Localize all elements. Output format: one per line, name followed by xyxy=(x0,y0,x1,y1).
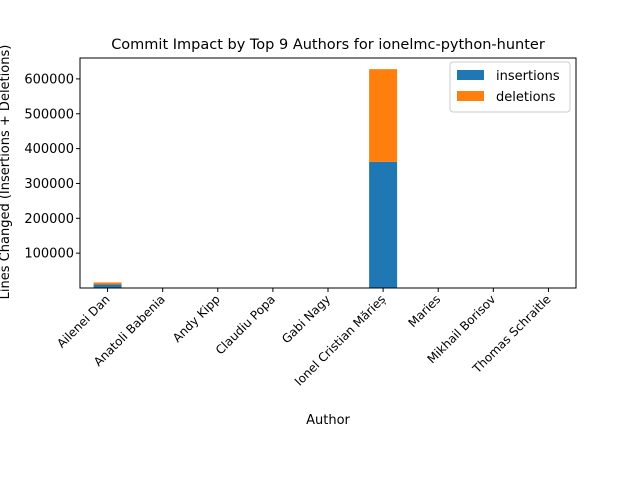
y-tick-label: 500000 xyxy=(24,107,74,122)
bar-deletions-0 xyxy=(93,282,122,285)
bar-insertions-0 xyxy=(93,284,122,288)
axes-frame xyxy=(79,57,577,289)
y-tick-label: 600000 xyxy=(24,72,74,87)
bar-deletions-5 xyxy=(369,69,398,162)
x-axis-label: Author xyxy=(306,413,350,428)
legend-swatch-deletions xyxy=(457,91,484,101)
bar-insertions-5 xyxy=(369,161,398,288)
y-axis-label: Lines Changed (Insertions + Deletions) xyxy=(0,45,13,300)
y-ticks: 100000 200000 300000 400000 500000 600000 xyxy=(24,72,80,262)
y-tick-label: 300000 xyxy=(24,177,74,192)
legend-swatch-insertions xyxy=(457,70,484,80)
y-tick-label: 400000 xyxy=(24,142,74,157)
y-tick-label: 100000 xyxy=(24,247,74,262)
legend: insertions deletions xyxy=(449,61,571,113)
legend-label-deletions: deletions xyxy=(496,90,556,105)
legend-label-insertions: insertions xyxy=(496,69,560,84)
chart-title: Commit Impact by Top 9 Authors for ionel… xyxy=(111,37,545,53)
y-tick-label: 200000 xyxy=(24,212,74,227)
bars-layer xyxy=(93,69,563,288)
